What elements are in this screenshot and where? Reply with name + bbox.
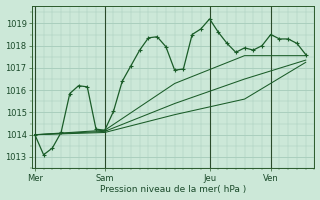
X-axis label: Pression niveau de la mer( hPa ): Pression niveau de la mer( hPa ) (100, 185, 246, 194)
